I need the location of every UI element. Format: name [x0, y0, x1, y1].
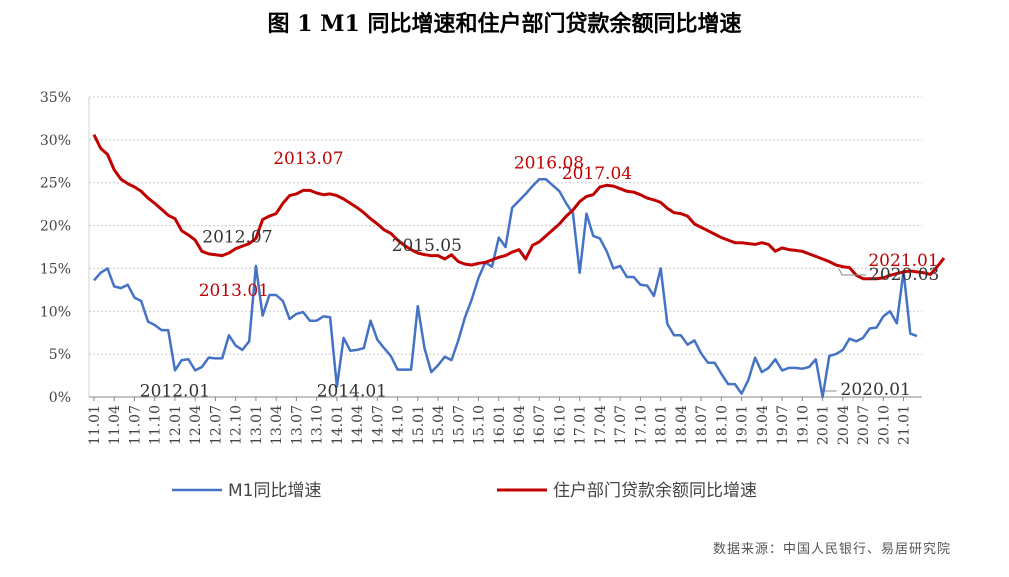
x-tick-label: 13.07	[289, 405, 305, 445]
x-tick-label: 14.07	[370, 405, 386, 445]
x-tick-label: 16.04	[512, 405, 528, 445]
annotation-label: 2015.05	[392, 236, 462, 256]
legend-label-m1: M1同比增速	[228, 481, 321, 501]
x-tick-label: 18.07	[694, 405, 710, 445]
x-tick-label: 20.10	[876, 405, 892, 445]
annotation-label: 2014.01	[317, 382, 387, 402]
x-tick-label: 19.01	[735, 405, 751, 445]
x-tick-label: 16.01	[492, 405, 508, 445]
x-tick-label: 19.07	[775, 405, 791, 445]
x-tick-label: 12.04	[188, 405, 204, 445]
y-tick-label: 0%	[49, 390, 71, 406]
x-tick-label: 14.01	[330, 405, 346, 445]
annotation-label: 2021.01	[868, 251, 938, 271]
x-tick-label: 11.10	[148, 405, 164, 445]
annotation-label: 2013.07	[273, 149, 343, 169]
x-tick-label: 15.07	[451, 405, 467, 445]
x-tick-label: 14.10	[391, 405, 407, 445]
x-tick-label: 18.04	[674, 405, 690, 445]
x-tick-label: 12.10	[229, 405, 245, 445]
annotation-label: 2020.01	[841, 380, 911, 400]
legend-label-household-loan: 住户部门贷款余额同比增速	[553, 481, 757, 501]
x-tick-label: 11.07	[127, 405, 143, 445]
annotation-label: 2013.01	[199, 281, 269, 301]
series-line-household-loan	[92, 134, 946, 281]
series-line-m1	[93, 178, 918, 399]
chart-title: 图 1 M1 同比增速和住户部门贷款余额同比增速	[267, 11, 742, 37]
y-tick-label: 15%	[40, 261, 71, 277]
x-tick-label: 20.07	[856, 405, 872, 445]
gridlines	[89, 96, 922, 355]
x-tick-label: 17.01	[573, 405, 589, 445]
x-tick-label: 17.04	[593, 405, 609, 445]
annotations: 2012.07 2013.01 2013.07 2012.01 2014.01 2015.…	[140, 149, 940, 402]
y-tick-label: 20%	[40, 219, 71, 235]
x-tick-label: 15.01	[411, 405, 427, 445]
y-tick-label: 30%	[40, 133, 71, 149]
series-lines	[92, 134, 946, 399]
x-tick-label: 20.01	[816, 405, 832, 445]
y-tick-label: 10%	[40, 304, 71, 320]
annotation-leader	[838, 268, 867, 276]
y-tick-label: 35%	[40, 90, 71, 106]
x-tick-label: 11.01	[87, 405, 103, 445]
annotation-label: 2017.04	[562, 164, 632, 184]
x-tick-label: 15.04	[431, 405, 447, 445]
x-tick-label: 15.10	[472, 405, 488, 445]
x-tick-label: 19.04	[755, 405, 771, 445]
y-tick-label: 25%	[40, 176, 71, 192]
x-tick-label: 12.07	[208, 405, 224, 445]
x-tick-label: 13.10	[310, 405, 326, 445]
annotation-label: 2012.01	[140, 381, 210, 401]
y-tick-label: 5%	[49, 347, 71, 363]
x-tick-label: 16.07	[532, 405, 548, 445]
x-tick-label: 20.04	[836, 405, 852, 445]
annotation-label: 2012.07	[202, 228, 272, 248]
annotation-label: 2016.08	[514, 153, 584, 173]
x-tick-label: 17.10	[633, 405, 649, 445]
x-tick-label: 18.10	[714, 405, 730, 445]
x-tick-label: 13.04	[269, 405, 285, 445]
x-tick-label: 11.04	[107, 405, 123, 445]
source-note: 数据来源：中国人民银行、易居研究院	[712, 542, 951, 557]
x-tick-label: 13.01	[249, 405, 265, 445]
annotation-label: 2020.03	[869, 265, 939, 285]
x-tick-label: 18.01	[654, 405, 670, 445]
x-tick-label: 21.01	[897, 405, 913, 445]
x-tick-label: 17.07	[613, 405, 629, 445]
axes: 0% 5% 10% 15% 20% 25% 30% 35% 11.01 11.04 11.07 11.…	[40, 90, 922, 445]
x-tick-label: 14.04	[350, 405, 366, 445]
x-tick-label: 19.10	[795, 405, 811, 445]
legend: M1同比增速 住户部门贷款余额同比增速	[172, 481, 757, 501]
x-tick-label: 16.10	[552, 405, 568, 445]
x-tick-label: 12.01	[168, 405, 184, 445]
